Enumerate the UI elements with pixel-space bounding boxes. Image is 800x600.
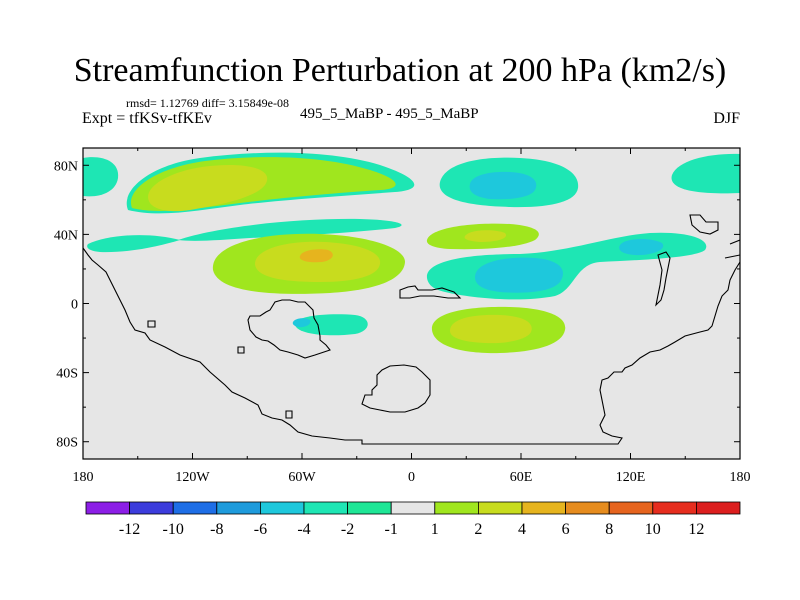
coastline-south-america bbox=[83, 247, 740, 445]
contour-nw-level3 bbox=[148, 164, 268, 212]
colorbar-label: -8 bbox=[210, 521, 223, 538]
colorbar-label: -10 bbox=[163, 521, 184, 538]
contour-fields bbox=[83, 152, 740, 445]
chart-title: Streamfunction Perturbation at 200 hPa (… bbox=[73, 52, 727, 89]
colorbar-swatch bbox=[129, 501, 174, 515]
coastline-japan bbox=[689, 214, 719, 235]
colorbar-label: 1 bbox=[431, 521, 439, 538]
stats-label: rmsd= 1.12769 diff= 3.15849e-08 bbox=[126, 96, 289, 110]
contour-se-level2 bbox=[449, 314, 532, 344]
colorbar: -12 -10 -8 -6 -4 -2 -1 1 2 4 6 8 10 12 bbox=[85, 501, 741, 538]
colorbar-swatch bbox=[216, 501, 261, 515]
contour-west-edge bbox=[83, 157, 119, 197]
colorbar-swatch bbox=[172, 501, 218, 515]
colorbar-swatch bbox=[652, 501, 697, 515]
colorbar-swatch bbox=[303, 501, 348, 515]
contour-band-west bbox=[87, 235, 180, 253]
coastline-africa-west bbox=[247, 299, 331, 359]
contour-sa-level1 bbox=[295, 314, 368, 336]
colorbar-label: 8 bbox=[605, 521, 613, 538]
coastline-islands bbox=[147, 320, 293, 419]
coastline-far-east bbox=[724, 239, 740, 259]
colorbar-label: 6 bbox=[562, 521, 570, 538]
colorbar-swatch bbox=[565, 501, 610, 515]
x-tick-label: 60E bbox=[510, 470, 533, 485]
contour-ce-level2 bbox=[474, 257, 563, 293]
colorbar-label: 4 bbox=[518, 521, 526, 538]
season-label: DJF bbox=[713, 110, 740, 127]
contour-me-level2 bbox=[464, 230, 506, 242]
y-tick-label: 40N bbox=[54, 228, 78, 243]
x-tick-label: 180 bbox=[73, 470, 94, 485]
colorbar-swatch bbox=[696, 501, 741, 515]
colorbar-label: 12 bbox=[688, 521, 704, 538]
colorbar-label: -12 bbox=[119, 521, 140, 538]
colorbar-label: 10 bbox=[645, 521, 661, 538]
axes: 180 120W 60W 0 60E 120E 180 80N 40N 0 40S 80S bbox=[54, 148, 751, 485]
x-tick-label: 120E bbox=[616, 470, 646, 485]
x-tick-label: 120W bbox=[175, 470, 210, 485]
x-tick-label: 0 bbox=[408, 470, 415, 485]
x-tick-label: 60W bbox=[288, 470, 316, 485]
colorbar-label: -2 bbox=[341, 521, 354, 538]
experiment-label: Expt = tfKSv-tfKEv bbox=[82, 110, 212, 127]
coastline-east bbox=[655, 251, 671, 307]
case-label: 495_5_MaBP - 495_5_MaBP bbox=[300, 106, 479, 122]
contour-cn-level2 bbox=[469, 171, 537, 200]
y-tick-label: 40S bbox=[56, 367, 78, 382]
x-tick-label: 180 bbox=[730, 470, 751, 485]
colorbar-swatch bbox=[390, 501, 436, 515]
colorbar-swatch bbox=[608, 501, 654, 515]
colorbar-swatch bbox=[434, 501, 479, 515]
contour-ce-level2b bbox=[619, 239, 664, 256]
colorbar-swatch bbox=[85, 501, 130, 515]
colorbar-label: -4 bbox=[297, 521, 310, 538]
colorbar-swatch bbox=[347, 501, 392, 515]
colorbar-label: -1 bbox=[385, 521, 398, 538]
contour-cw-level3 bbox=[299, 249, 333, 263]
colorbar-label: -6 bbox=[254, 521, 267, 538]
contour-band-west-2 bbox=[178, 218, 402, 241]
y-tick-label: 0 bbox=[71, 298, 78, 313]
colorbar-label: 2 bbox=[474, 521, 482, 538]
coastline-europe bbox=[399, 285, 462, 299]
colorbar-swatch bbox=[477, 501, 523, 515]
contour-sa-level2 bbox=[292, 318, 311, 328]
y-tick-label: 80N bbox=[54, 159, 78, 174]
coastline-madagascar bbox=[361, 364, 431, 413]
coastlines bbox=[83, 214, 740, 445]
colorbar-swatch bbox=[521, 501, 566, 515]
y-tick-label: 80S bbox=[56, 436, 78, 451]
contour-east-edge bbox=[671, 153, 740, 194]
colorbar-swatch bbox=[259, 501, 305, 515]
